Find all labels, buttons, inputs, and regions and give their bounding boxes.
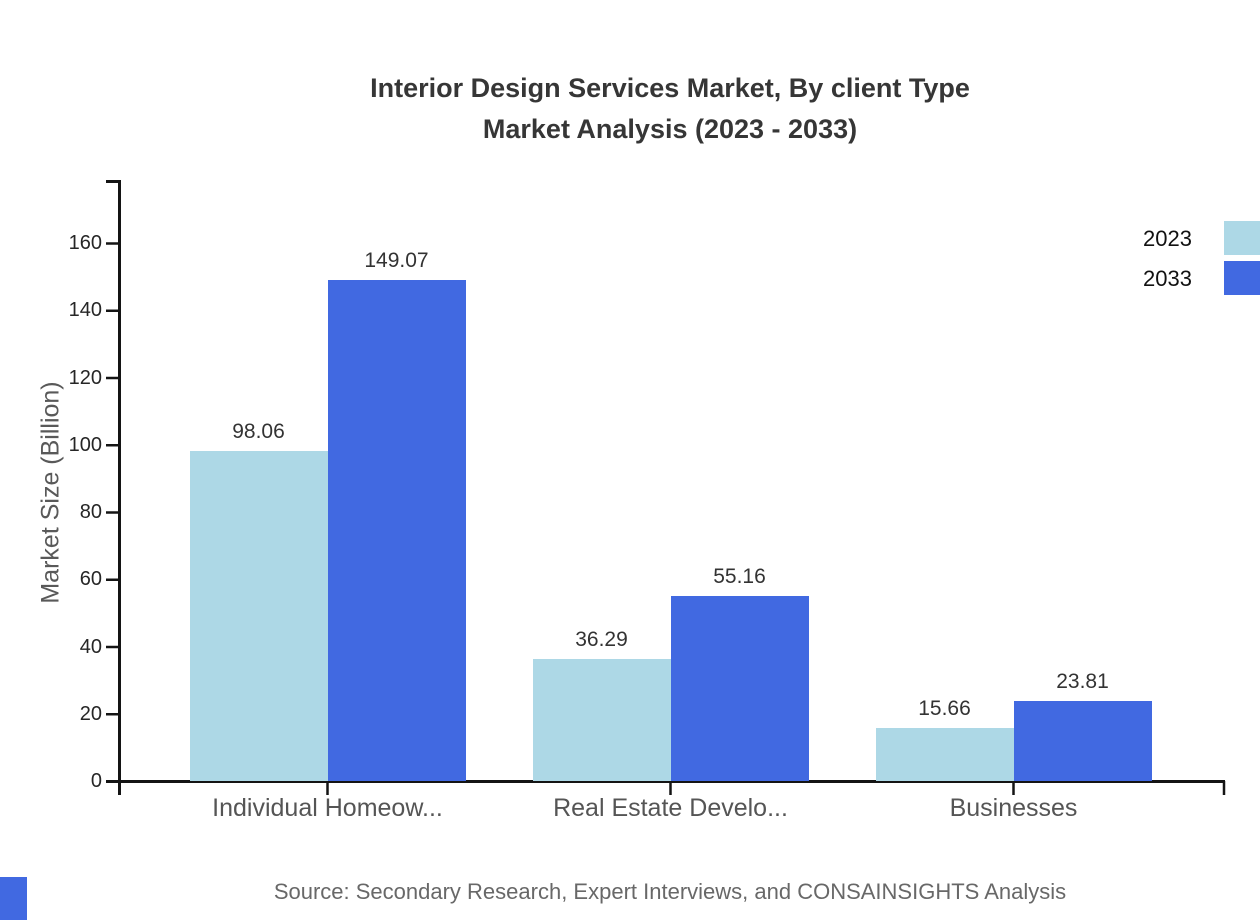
bar-value-label: 98.06 bbox=[232, 420, 285, 444]
legend-label-2033: 2033 bbox=[1143, 266, 1192, 291]
y-tick-label: 40 bbox=[79, 635, 102, 658]
bar-2033-1 bbox=[327, 279, 466, 781]
bar-2023-2 bbox=[532, 658, 671, 781]
y-tick-label: 60 bbox=[79, 568, 102, 591]
brand-mark bbox=[0, 877, 27, 920]
category-label: Individual Homeow... bbox=[212, 794, 443, 822]
y-tick-label: 140 bbox=[68, 299, 102, 322]
bar-value-label: 15.66 bbox=[918, 697, 971, 721]
legend-swatch-2033 bbox=[1224, 261, 1260, 295]
y-tick-label: 160 bbox=[68, 232, 102, 254]
chart-title-line2: Market Analysis (2023 - 2033) bbox=[482, 114, 858, 145]
legend-label-2023: 2023 bbox=[1143, 226, 1192, 251]
y-tick-label: 100 bbox=[68, 433, 102, 456]
bar-2033-3 bbox=[1013, 700, 1152, 781]
y-tick-label: 20 bbox=[79, 702, 102, 725]
y-tick-label: 0 bbox=[90, 770, 102, 792]
bar-2023-1 bbox=[189, 451, 328, 781]
bar-value-label: 36.29 bbox=[575, 627, 628, 651]
bar-value-label: 55.16 bbox=[713, 564, 766, 588]
chart-title-line1: Interior Design Services Market, By clie… bbox=[370, 73, 970, 104]
legend-swatch-2023 bbox=[1224, 221, 1260, 255]
category-label: Real Estate Develo... bbox=[553, 794, 788, 822]
bar-value-label: 149.07 bbox=[364, 248, 429, 272]
category-label: Businesses bbox=[949, 794, 1078, 822]
bar-2023-3 bbox=[875, 728, 1014, 781]
y-tick-label: 80 bbox=[79, 501, 102, 523]
bar-2033-2 bbox=[670, 595, 809, 781]
bar-value-label: 23.81 bbox=[1056, 669, 1109, 693]
source-attribution: Source: Secondary Research, Expert Inter… bbox=[273, 879, 1067, 904]
y-tick-label: 120 bbox=[68, 366, 102, 389]
chart-title: Interior Design Services Market, By clie… bbox=[0, 68, 1260, 150]
